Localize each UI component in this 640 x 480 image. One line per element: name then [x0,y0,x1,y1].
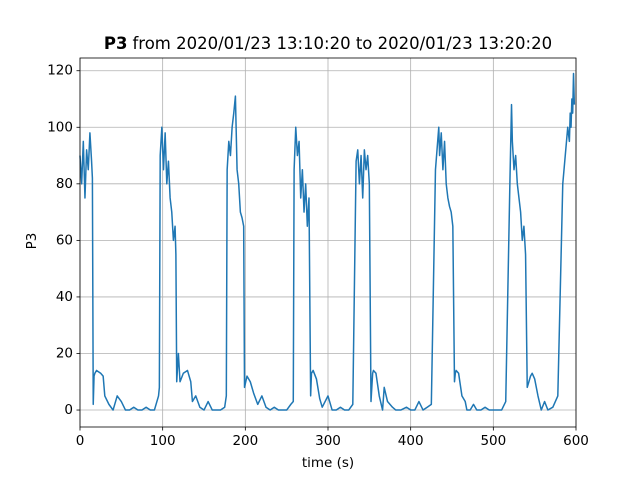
y-tick-label: 80 [56,176,73,192]
plot-frame [79,57,577,428]
title-rest: from 2020/01/23 13:10:20 to 2020/01/23 1… [132,34,552,53]
x-tick-label: 600 [563,433,589,449]
x-tick-label: 0 [76,433,85,449]
title-bold: P3 [104,34,128,53]
data-line [79,72,576,411]
x-tick-label: 300 [315,433,341,449]
y-tick-label: 40 [56,289,73,305]
y-tick-label: 0 [64,402,73,418]
x-tick-label: 500 [480,433,506,449]
y-tick-label: 60 [56,232,73,248]
y-tick-label: 100 [47,119,73,135]
y-tick-label: 120 [47,63,73,79]
y-tick-label: 20 [56,345,73,361]
y-axis-label: P3 [24,233,40,250]
x-axis-label: time (s) [302,455,354,471]
chart-title: P3 from 2020/01/23 13:10:20 to 2020/01/23… [104,34,552,53]
x-tick-label: 200 [232,433,258,449]
x-tick-label: 100 [150,433,176,449]
x-tick-label: 400 [398,433,424,449]
